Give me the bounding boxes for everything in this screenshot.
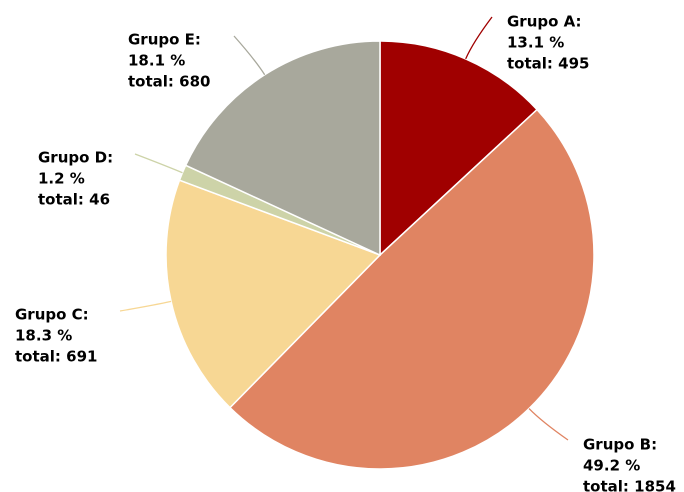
slice-percent: 1.2 % xyxy=(38,170,85,188)
pie-slice xyxy=(379,40,539,257)
slice-name: Grupo E: xyxy=(128,31,201,49)
slice-percent: 18.1 % xyxy=(128,52,185,70)
pie-slice xyxy=(165,179,382,409)
leader-line xyxy=(528,408,569,441)
slice-percent: 18.3 % xyxy=(15,327,72,345)
slice-total: total: 680 xyxy=(128,73,210,91)
slice-percent: 49.2 % xyxy=(583,457,640,475)
slice-percent: 13.1 % xyxy=(507,34,564,52)
leader-line xyxy=(465,16,493,60)
slice-total: total: 495 xyxy=(507,55,589,73)
slice-name: Grupo C: xyxy=(15,306,89,324)
slice-name: Grupo D: xyxy=(38,149,113,167)
slice-name: Grupo A: xyxy=(507,13,582,31)
leader-line xyxy=(119,300,172,312)
leader-line xyxy=(134,153,183,174)
slice-total: total: 1854 xyxy=(583,478,676,492)
pie-slice xyxy=(184,40,381,257)
slice-total: total: 691 xyxy=(15,348,97,366)
slice-total: total: 46 xyxy=(38,191,110,209)
slice-name: Grupo B: xyxy=(583,436,657,454)
pie-slice xyxy=(228,108,595,470)
leader-line xyxy=(233,35,266,76)
